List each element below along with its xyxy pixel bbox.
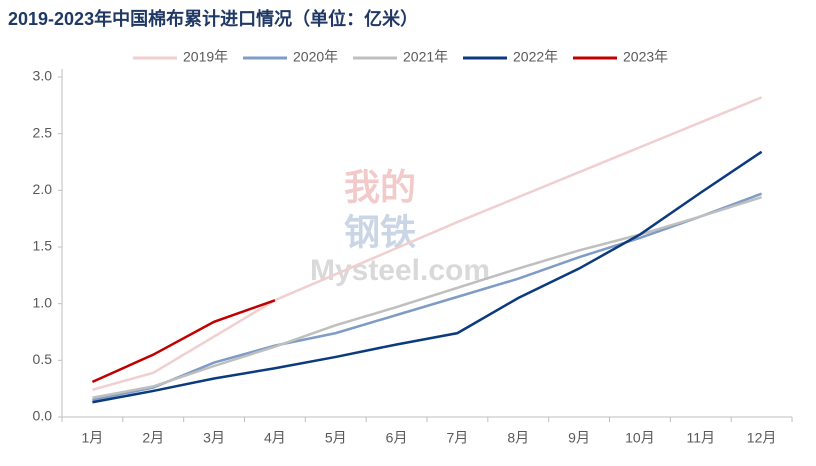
x-tick-label: 5月: [325, 430, 347, 446]
watermark: Mysteel.com: [310, 254, 490, 287]
y-tick-label: 1.5: [33, 238, 53, 254]
legend-label: 2019年: [183, 49, 228, 65]
x-tick-label: 3月: [203, 430, 225, 446]
x-tick-label: 1月: [82, 430, 104, 446]
y-tick-label: 2.5: [33, 124, 53, 140]
series-line: [92, 195, 762, 399]
x-tick-label: 10月: [625, 430, 655, 446]
y-tick-label: 0.0: [33, 408, 53, 424]
x-tick-label: 6月: [386, 430, 408, 446]
chart-title: 2019-2023年中国棉布累计进口情况（单位：亿米）: [8, 8, 418, 29]
x-tick-label: 8月: [507, 430, 529, 446]
x-tick-label: 9月: [568, 430, 590, 446]
watermark: 我的: [344, 167, 416, 208]
x-tick-label: 7月: [447, 430, 469, 446]
x-tick-label: 2月: [142, 430, 164, 446]
x-tick-label: 12月: [747, 430, 777, 446]
y-tick-label: 1.0: [33, 294, 53, 310]
series-line: [91, 299, 276, 384]
legend-label: 2020年: [293, 49, 338, 65]
y-tick-label: 2.0: [33, 181, 53, 197]
series-line: [92, 150, 763, 404]
series-line: [92, 96, 763, 392]
series-line: [92, 192, 763, 402]
y-tick-label: 0.5: [33, 351, 53, 367]
legend-label: 2023年: [623, 49, 668, 65]
legend-label: 2022年: [513, 49, 558, 65]
watermark: 钢铁: [344, 212, 416, 253]
legend-label: 2021年: [403, 49, 448, 65]
y-tick-label: 3.0: [33, 68, 53, 84]
x-tick-label: 11月: [686, 430, 715, 446]
x-tick-label: 4月: [264, 430, 286, 446]
